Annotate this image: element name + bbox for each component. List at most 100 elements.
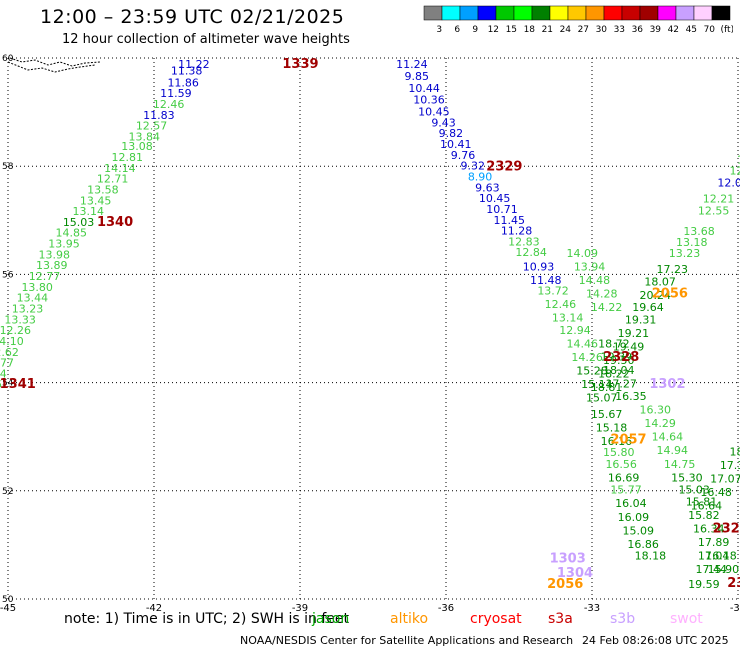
map-grid (7, 57, 739, 600)
pass-label: 1339 (282, 57, 318, 72)
scale-label: 3 (436, 25, 442, 35)
wave-height-label: 13.14 (73, 205, 105, 218)
pass-label: 2056 (652, 286, 688, 301)
x-tick-label: -39 (292, 603, 308, 614)
wave-height-label: 12.25 (737, 154, 740, 167)
wave-height-label: 9.63 (475, 181, 500, 194)
y-tick-label: 50 (2, 595, 14, 605)
y-tick-label: 54 (2, 379, 14, 389)
page-subtitle: 12 hour collection of altimeter wave hei… (62, 32, 350, 47)
wave-height-label: 15.03 (678, 484, 710, 497)
wave-height-label: 11.22 (178, 58, 210, 71)
wave-height-label: 11.38 (171, 64, 203, 77)
wave-height-label: 12.26 (0, 324, 31, 337)
wave-height-label: 12.46 (153, 98, 185, 111)
wave-height-label: 9.43 (431, 116, 456, 129)
wave-height-label: 16.09 (618, 511, 650, 524)
wave-height-label: 16.56 (605, 458, 637, 471)
wave-height-label: 10.71 (486, 203, 518, 216)
wave-height-label: 14.26 (571, 351, 603, 364)
wave-height-label: 15.81 (686, 496, 718, 509)
wave-height-label: 11.45 (494, 214, 526, 227)
wave-height-label: 19.21 (618, 327, 650, 340)
legend-cryosat: cryosat (470, 611, 522, 627)
wave-height-label: 16.35 (615, 390, 647, 403)
wave-height-label: 14.46 (567, 338, 599, 351)
wave-height-label: 9.32 (461, 160, 486, 173)
wave-height-label: 15.09 (622, 524, 654, 537)
wave-height-label: 13.89 (36, 259, 68, 272)
wave-height-label: 14.48 (579, 274, 611, 287)
scale-label: 9 (472, 25, 478, 35)
wave-height-label: 16.34 (693, 523, 725, 536)
x-tick-label: -30 (730, 603, 740, 614)
wave-height-label: 13.18 (676, 236, 708, 249)
wave-height-label: 12.00 (717, 176, 740, 189)
x-tick-label: -33 (584, 603, 600, 614)
wave-height-label: 18.22 (598, 367, 630, 380)
wave-height-label: 10.41 (440, 138, 472, 151)
wave-height-label: 12.71 (97, 173, 129, 186)
wave-height-label: 13.23 (669, 247, 701, 260)
scale-label: 27 (578, 25, 589, 35)
wave-height-label: 16.30 (640, 404, 672, 417)
wave-height-label: 16.69 (608, 471, 640, 484)
wave-height-label: 18.84 (730, 445, 740, 458)
scale-label: 39 (650, 25, 662, 35)
wave-height-label: 15.14 (581, 378, 613, 391)
wave-height-label: 12.46 (545, 298, 577, 311)
wave-height-label: 13.72 (537, 285, 569, 298)
wave-height-label: 12.57 (136, 120, 168, 133)
wave-height-label: 14.22 (591, 301, 623, 314)
wave-height-label: 18.72 (598, 338, 630, 351)
scale-label: 6 (454, 25, 460, 35)
wave-height-label: 18.18 (635, 550, 667, 563)
y-tick-label: 56 (2, 270, 14, 280)
wave-height-label: 12.77 (29, 270, 61, 283)
wave-height-label: 14.29 (644, 417, 676, 430)
wave-height-label: 15.67 (591, 408, 623, 421)
page-title: 12:00 – 23:59 UTC 02/21/2025 (40, 6, 345, 28)
wave-height-label: 13.08 (121, 140, 153, 153)
wave-height-label: 10.45 (479, 192, 511, 205)
wave-height-label: 14.94 (657, 444, 689, 457)
wave-height-label: 18.04 (603, 364, 635, 377)
wave-height-label: 10.45 (418, 106, 450, 119)
wave-height-label: 19.49 (613, 340, 645, 353)
wave-height-label: 16.48 (700, 486, 732, 499)
wave-height-label: 15.03 (63, 216, 95, 229)
x-tick-label: -42 (146, 603, 162, 614)
y-tick-label: 58 (2, 162, 14, 172)
wave-height-label: 13.58 (87, 183, 119, 196)
observations-layer: 11.2211.3811.8611.5912.4611.8312.5713.84… (0, 57, 740, 592)
wave-height-label: 13.76 (0, 378, 2, 391)
wave-height-label: 19.64 (632, 301, 664, 314)
scale-label: 18 (524, 25, 536, 35)
wave-height-label: 8.90 (468, 170, 493, 183)
wave-height-label: 16.64 (691, 499, 723, 512)
coastline (7, 57, 101, 73)
scale-swatch (711, 5, 731, 21)
scale-label: 33 (614, 25, 625, 35)
wave-height-label: 15.90 (708, 563, 740, 576)
wave-height-label: 18.81 (591, 381, 623, 394)
wave-height-label: 14.10 (0, 335, 24, 348)
wave-height-label: 13.95 (48, 238, 80, 251)
pass-label: 2328 (603, 350, 639, 365)
wave-height-label: 14.04 (0, 367, 7, 380)
pass-label: 1302 (649, 377, 685, 392)
wave-height-label: 19.31 (625, 313, 657, 326)
wave-height-label: 13.33 (4, 313, 36, 326)
wave-height-label: 13.94 (574, 260, 606, 273)
wave-height-label: 15.30 (671, 471, 703, 484)
pass-label: 1340 (97, 215, 133, 230)
scale-label: (ft) (721, 25, 733, 35)
wave-height-label: 19.59 (688, 578, 720, 591)
wave-height-label: 13.68 (683, 225, 715, 238)
wave-height-label: 10.93 (523, 260, 555, 273)
pass-label: 2326 (727, 576, 740, 591)
wave-height-label: 11.83 (143, 109, 175, 122)
wave-height-label: 13.44 (17, 292, 49, 305)
